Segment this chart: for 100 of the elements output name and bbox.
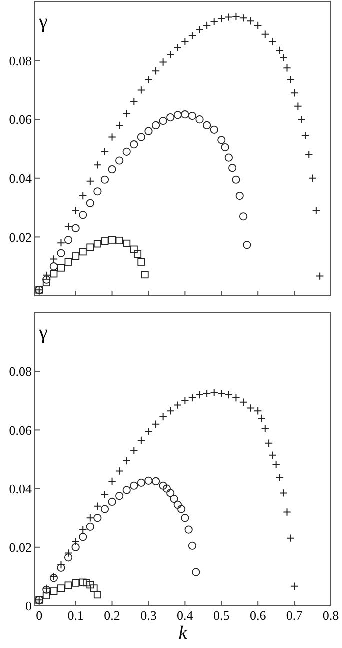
point — [123, 240, 131, 248]
point — [159, 117, 168, 126]
point — [236, 192, 244, 200]
point — [137, 478, 146, 487]
y-tick-label: 0.06 — [9, 422, 32, 438]
point — [184, 526, 193, 534]
point — [42, 592, 50, 600]
point — [100, 505, 110, 514]
y-tick-label: 0.08 — [9, 364, 32, 380]
point — [42, 276, 51, 284]
point — [86, 199, 94, 208]
x-tick-label: 0.4 — [177, 608, 194, 623]
point — [159, 482, 168, 490]
point — [94, 188, 102, 196]
point — [115, 467, 124, 476]
point — [290, 89, 299, 98]
point — [290, 582, 299, 590]
point — [188, 32, 197, 40]
y-axis-title: γ — [38, 322, 48, 344]
point — [86, 244, 94, 252]
point — [137, 86, 146, 94]
point — [64, 222, 73, 232]
x-tick-label: 0.7 — [286, 608, 304, 623]
x-tick-label: 0.8 — [322, 608, 340, 623]
point — [64, 582, 72, 590]
point — [137, 133, 146, 142]
point — [79, 578, 87, 586]
point — [232, 176, 240, 184]
point — [72, 252, 80, 260]
point — [79, 248, 87, 256]
point — [181, 110, 190, 119]
point — [174, 111, 182, 120]
point — [196, 116, 204, 124]
point — [203, 121, 212, 130]
point — [177, 505, 186, 514]
point — [72, 224, 80, 232]
point — [72, 543, 80, 552]
point — [210, 126, 218, 134]
point — [64, 236, 73, 244]
x-tick-label: 0.3 — [140, 608, 157, 623]
y-tick-label: 0.04 — [9, 170, 32, 186]
point — [166, 113, 175, 122]
point — [166, 489, 175, 498]
point — [50, 588, 58, 596]
x-tick-label: 0 — [36, 608, 43, 623]
point — [144, 476, 153, 485]
point — [57, 564, 66, 572]
y-tick-label: 0.02 — [9, 230, 32, 245]
point — [57, 584, 65, 592]
y-tick-label: 0.06 — [9, 112, 32, 128]
point — [79, 533, 88, 542]
point — [50, 255, 58, 264]
point — [239, 398, 248, 406]
point — [116, 156, 124, 165]
point — [116, 236, 124, 244]
point — [57, 249, 66, 258]
point — [138, 258, 146, 266]
point — [221, 143, 230, 152]
x-tick-label: 0.2 — [104, 608, 120, 623]
point — [86, 581, 94, 589]
point — [86, 522, 94, 531]
point — [188, 112, 197, 120]
point — [130, 246, 138, 254]
point — [64, 554, 73, 562]
point — [94, 514, 102, 522]
x-tick-label: 0.5 — [214, 608, 230, 623]
point — [228, 164, 237, 172]
point — [122, 148, 131, 156]
point — [100, 490, 110, 499]
point — [57, 264, 65, 272]
point — [116, 492, 124, 500]
point — [94, 591, 102, 599]
point — [144, 127, 153, 136]
point — [174, 500, 182, 509]
point — [301, 132, 310, 140]
point — [264, 439, 274, 448]
y-tick-label: 0.08 — [9, 53, 32, 68]
x-axis-title: k — [178, 623, 188, 644]
point — [72, 579, 80, 587]
point — [239, 212, 248, 221]
point — [188, 542, 197, 550]
point — [152, 121, 160, 130]
y-tick-label: 0.02 — [9, 540, 32, 555]
point — [202, 389, 212, 398]
point — [170, 495, 178, 504]
point — [162, 484, 172, 493]
y-axis-title: γ — [38, 11, 48, 33]
point — [94, 240, 102, 248]
point — [316, 272, 324, 280]
point — [130, 482, 138, 490]
point — [79, 211, 88, 220]
point — [134, 250, 142, 258]
x-tick-label: 0.1 — [68, 608, 84, 623]
point — [218, 136, 226, 144]
point — [108, 236, 116, 244]
point — [42, 279, 50, 287]
y-tick-label: 0.04 — [9, 481, 32, 496]
point — [90, 584, 98, 592]
point — [224, 13, 234, 22]
point — [100, 176, 110, 184]
